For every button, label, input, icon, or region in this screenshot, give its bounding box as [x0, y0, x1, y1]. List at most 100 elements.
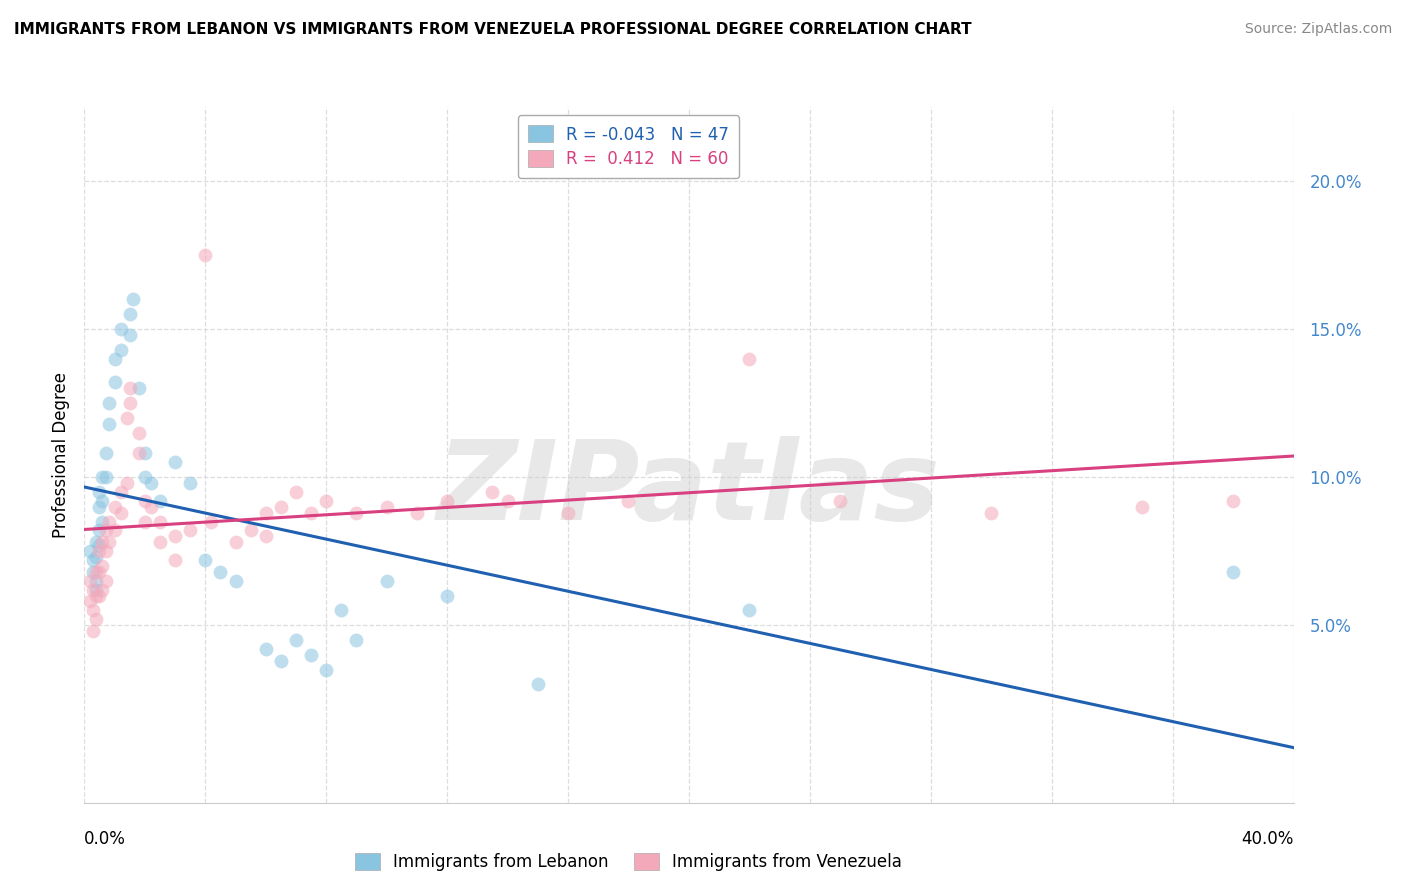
Point — [94, 574, 117, 588]
Point — [115, 411, 138, 425]
Point — [299, 648, 322, 662]
Point — [738, 603, 761, 617]
Point — [79, 544, 101, 558]
Point — [139, 500, 162, 514]
Point — [79, 574, 101, 588]
Point — [104, 376, 127, 390]
Point — [97, 515, 120, 529]
Point — [89, 589, 111, 603]
Text: ZIPatlas: ZIPatlas — [437, 436, 941, 543]
Point — [89, 484, 111, 499]
Point — [110, 322, 132, 336]
Point — [738, 351, 761, 366]
Point — [194, 248, 217, 262]
Point — [128, 425, 150, 440]
Point — [115, 476, 138, 491]
Point — [89, 544, 111, 558]
Point — [86, 574, 108, 588]
Point — [200, 515, 222, 529]
Y-axis label: Professional Degree: Professional Degree — [52, 372, 70, 538]
Point — [104, 500, 127, 514]
Point — [82, 603, 104, 617]
Point — [209, 565, 232, 579]
Point — [128, 381, 150, 395]
Point — [1222, 493, 1244, 508]
Point — [86, 582, 108, 597]
Point — [89, 538, 111, 552]
Point — [134, 493, 156, 508]
Point — [617, 493, 640, 508]
Point — [82, 624, 104, 638]
Point — [254, 506, 277, 520]
Point — [526, 677, 548, 691]
Point — [149, 493, 172, 508]
Text: 40.0%: 40.0% — [1241, 830, 1294, 847]
Point — [121, 293, 143, 307]
Point — [91, 535, 114, 549]
Point — [79, 594, 101, 608]
Point — [91, 582, 114, 597]
Point — [118, 396, 141, 410]
Text: Source: ZipAtlas.com: Source: ZipAtlas.com — [1244, 22, 1392, 37]
Point — [82, 553, 104, 567]
Point — [94, 544, 117, 558]
Text: 0.0%: 0.0% — [84, 830, 127, 847]
Point — [254, 529, 277, 543]
Point — [1130, 500, 1153, 514]
Point — [481, 484, 503, 499]
Point — [299, 506, 322, 520]
Point — [82, 565, 104, 579]
Point — [163, 529, 186, 543]
Point — [139, 476, 162, 491]
Point — [91, 558, 114, 573]
Point — [315, 493, 337, 508]
Point — [118, 307, 141, 321]
Point — [179, 476, 201, 491]
Point — [118, 381, 141, 395]
Point — [94, 524, 117, 538]
Point — [94, 446, 117, 460]
Point — [436, 493, 458, 508]
Point — [163, 455, 186, 469]
Point — [239, 524, 262, 538]
Point — [128, 446, 150, 460]
Legend: Immigrants from Lebanon, Immigrants from Venezuela: Immigrants from Lebanon, Immigrants from… — [349, 847, 908, 878]
Text: IMMIGRANTS FROM LEBANON VS IMMIGRANTS FROM VENEZUELA PROFESSIONAL DEGREE CORRELA: IMMIGRANTS FROM LEBANON VS IMMIGRANTS FR… — [14, 22, 972, 37]
Point — [225, 574, 247, 588]
Point — [91, 493, 114, 508]
Point — [86, 565, 108, 579]
Point — [179, 524, 201, 538]
Point — [86, 589, 108, 603]
Point — [104, 524, 127, 538]
Point — [830, 493, 852, 508]
Point — [91, 515, 114, 529]
Point — [86, 535, 108, 549]
Point — [436, 589, 458, 603]
Point — [1222, 565, 1244, 579]
Point — [86, 550, 108, 565]
Point — [94, 470, 117, 484]
Point — [284, 484, 308, 499]
Point — [375, 500, 398, 514]
Point — [104, 351, 127, 366]
Point — [110, 506, 132, 520]
Point — [346, 632, 368, 647]
Point — [149, 515, 172, 529]
Point — [91, 470, 114, 484]
Point — [194, 553, 217, 567]
Point — [89, 500, 111, 514]
Point — [315, 663, 337, 677]
Point — [118, 328, 141, 343]
Point — [134, 446, 156, 460]
Point — [89, 524, 111, 538]
Point — [557, 506, 579, 520]
Point — [270, 500, 292, 514]
Point — [254, 641, 277, 656]
Point — [270, 654, 292, 668]
Point — [110, 343, 132, 357]
Point — [97, 396, 120, 410]
Point — [225, 535, 247, 549]
Point — [284, 632, 308, 647]
Point — [346, 506, 368, 520]
Point — [375, 574, 398, 588]
